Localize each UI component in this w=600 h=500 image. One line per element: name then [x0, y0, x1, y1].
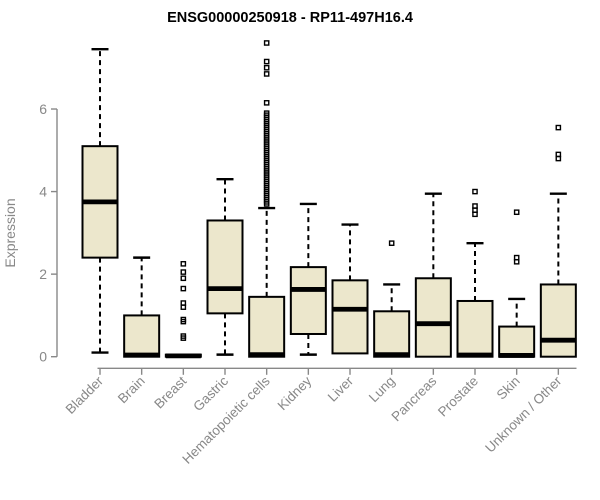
outlier-point [263, 100, 270, 106]
box-brain [123, 256, 161, 358]
outlier-point [180, 275, 187, 282]
x-category-label: Pancreas [389, 373, 440, 424]
x-category-label: Breast [151, 373, 189, 411]
x-category-label: Prostate [435, 373, 481, 419]
x-category-label: Kidney [275, 373, 315, 413]
box-gastric [206, 177, 244, 356]
outlier-point [513, 254, 520, 261]
box-lung [373, 240, 411, 358]
outlier-point [180, 300, 187, 306]
y-axis-label: Expression [2, 198, 18, 267]
x-category-label: Bladder [63, 373, 107, 417]
iqr-box [289, 266, 327, 335]
x-category-label: Lung [366, 373, 398, 405]
x-category-label: Gastric [190, 373, 231, 414]
outlier-point [472, 188, 478, 195]
outlier-point [263, 40, 270, 46]
box-skin [498, 209, 536, 358]
box-hematopoietic-cells [248, 40, 286, 358]
outlier-point [180, 269, 187, 275]
x-category-label: Unknown / Other [482, 373, 565, 456]
outlier-point [180, 285, 187, 292]
box-bladder [81, 47, 119, 354]
iqr-box [498, 325, 536, 358]
y-tick-label: 2 [39, 266, 47, 282]
outlier-point [555, 124, 562, 131]
box-prostate [456, 188, 494, 358]
outlier-point [263, 110, 270, 116]
boxplot-series [81, 40, 577, 359]
outlier-point [180, 316, 187, 323]
outlier-point [472, 203, 478, 209]
iqr-box [456, 299, 494, 358]
box-liver [331, 223, 369, 355]
box-pancreas [414, 192, 452, 358]
x-category-label: Liver [325, 373, 357, 405]
outlier-point [513, 209, 520, 216]
y-tick-label: 4 [39, 183, 47, 199]
box-unknown-other [539, 124, 577, 358]
x-category-label: Brain [115, 373, 148, 406]
chart-title: ENSG00000250918 - RP11-497H16.4 [167, 10, 413, 26]
iqr-box [123, 314, 161, 358]
x-category-label: Skin [494, 373, 523, 402]
outlier-point [388, 240, 395, 246]
outlier-point [263, 58, 270, 65]
y-tick-label: 0 [39, 349, 47, 365]
outlier-point [555, 151, 562, 158]
outlier-point [180, 333, 187, 339]
iqr-box [331, 279, 369, 355]
y-tick-label: 6 [39, 101, 47, 117]
iqr-box [373, 310, 411, 358]
iqr-box [414, 277, 452, 358]
iqr-box [206, 219, 244, 315]
iqr-box [248, 295, 286, 358]
iqr-box [539, 283, 577, 358]
box-breast [164, 261, 202, 359]
outlier-point [263, 64, 270, 71]
outlier-point [263, 71, 270, 77]
outlier-point [180, 261, 187, 267]
box-kidney [289, 202, 327, 356]
